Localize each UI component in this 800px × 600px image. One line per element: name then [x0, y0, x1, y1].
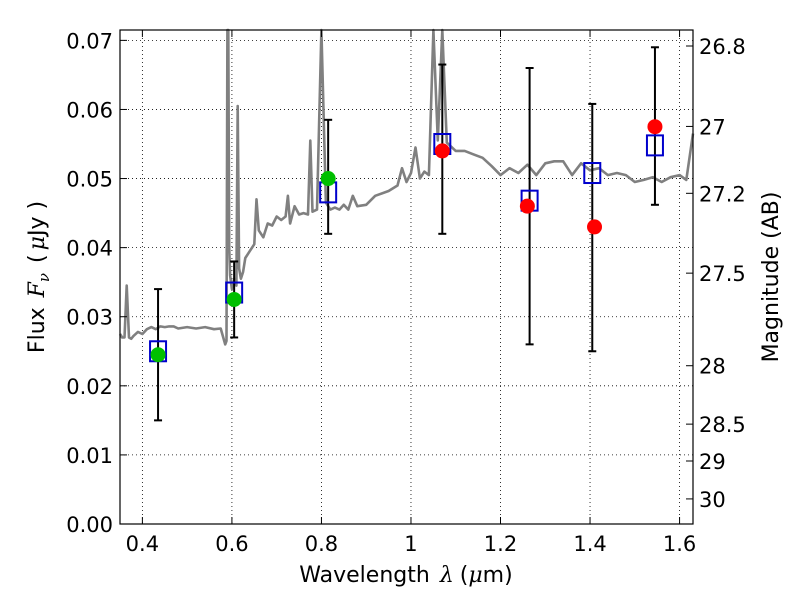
- observed-point: [226, 291, 242, 307]
- y-axis-label: FluxFν(μJy ): [25, 201, 53, 353]
- y-tick-label: 0.02: [66, 375, 113, 399]
- spectrum-layer: [118, 28, 695, 346]
- x-tick-label: 0.8: [305, 532, 338, 556]
- x-tick-label: 0.4: [126, 532, 159, 556]
- y2-tick-label: 29: [699, 450, 726, 474]
- y2-axis-label: Magnitude (AB): [759, 192, 784, 363]
- x-axis-label: Wavelength λ (μm): [299, 563, 512, 588]
- y-tick-label: 0.05: [66, 168, 113, 192]
- model-photometry-square: [645, 134, 664, 157]
- y-tick-label: 0.03: [66, 306, 113, 330]
- observed-point: [434, 143, 450, 159]
- y-tick-label: 0.00: [66, 513, 113, 537]
- y-tick-label: 0.06: [66, 98, 113, 122]
- observed-point: [320, 171, 336, 187]
- x-tick-label: 1.2: [484, 532, 517, 556]
- observed-point: [519, 198, 535, 214]
- observed-point: [647, 119, 663, 135]
- x-tick-label: 1.6: [663, 532, 696, 556]
- y2-tick-label: 30: [699, 488, 726, 512]
- x-tick-label: 0.6: [215, 532, 248, 556]
- y2-tick-label: 27.2: [699, 182, 746, 206]
- y2-tick-label: 28: [699, 355, 726, 379]
- model-photometry-square: [583, 162, 602, 185]
- y2-tick-label: 27.5: [699, 262, 746, 286]
- y2-axis: 26.8 27 27.2 27.5 28 28.5 29 30: [686, 35, 746, 512]
- y-tick-label: 0.07: [66, 29, 113, 53]
- plot-frame: [119, 29, 694, 525]
- y2-tick-label: 28.5: [699, 413, 746, 437]
- y-axis: 0.00 0.01 0.02 0.03 0.04 0.05 0.06 0.07: [66, 29, 127, 537]
- x-tick-label: 1.4: [573, 532, 606, 556]
- x-tick-label: 1: [404, 532, 417, 556]
- y2-tick-label: 26.8: [699, 35, 746, 59]
- x-axis: 0.4 0.6 0.8 1 1.2 1.4 1.6: [126, 30, 696, 556]
- plot-area: [120, 30, 693, 524]
- y-tick-label: 0.01: [66, 444, 113, 468]
- observed-point: [150, 347, 166, 363]
- y-tick-label: 0.04: [66, 237, 113, 261]
- y2-tick-label: 27: [699, 115, 726, 139]
- observed-point: [587, 219, 603, 235]
- spectrum-line: [118, 28, 695, 346]
- marker-layer: [149, 119, 664, 363]
